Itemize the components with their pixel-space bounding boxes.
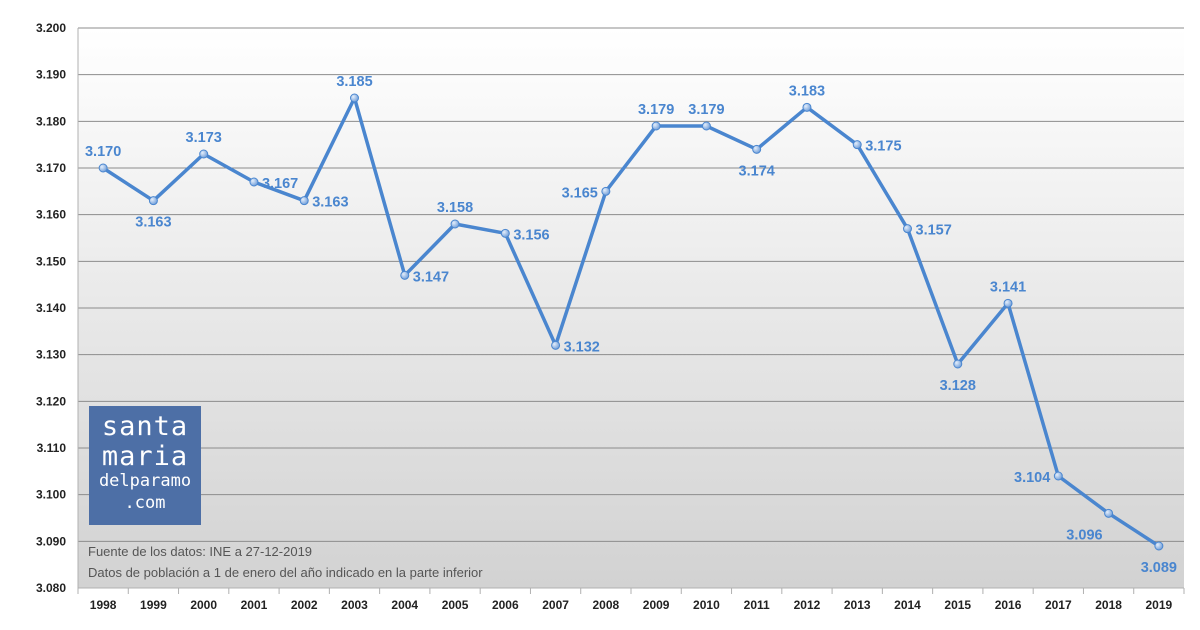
y-tick-label: 3.150	[36, 254, 66, 268]
x-tick-label: 2017	[1045, 598, 1072, 612]
y-tick-label: 3.100	[36, 488, 66, 502]
data-point	[1154, 541, 1164, 551]
y-tick-label: 3.140	[36, 301, 66, 315]
x-tick-label: 2001	[241, 598, 268, 612]
x-tick-label: 2010	[693, 598, 720, 612]
data-point	[953, 359, 963, 369]
x-tick-label: 1999	[140, 598, 167, 612]
data-label: 3.141	[990, 279, 1026, 295]
data-label: 3.163	[312, 195, 348, 211]
logo-line-santa: santa	[101, 411, 189, 442]
data-label: 3.175	[865, 139, 901, 155]
data-point	[752, 144, 762, 154]
data-point	[903, 224, 912, 234]
source-note: Fuente de los datos: INE a 27-12-2019	[88, 544, 312, 559]
x-tick-label: 2006	[492, 598, 519, 612]
data-point	[651, 121, 661, 131]
x-tick-label: 2016	[995, 598, 1022, 612]
data-label: 3.185	[336, 74, 372, 90]
data-labels: 3.170 3.163 3.173 3.167 3.163 3.185 3.147 3.158…	[85, 74, 1177, 576]
site-logo: santa maria delparamo .com	[89, 406, 201, 525]
y-tick-label: 3.160	[36, 208, 66, 222]
x-tick-label: 2018	[1095, 598, 1122, 612]
x-tick-label: 2004	[391, 598, 418, 612]
data-label: 3.170	[85, 144, 121, 160]
data-point	[1053, 471, 1063, 481]
data-point	[1104, 508, 1114, 518]
data-label: 3.163	[135, 215, 171, 231]
logo-line-com: .com	[124, 493, 166, 513]
data-point	[199, 149, 209, 159]
x-tick-label: 2014	[894, 598, 921, 612]
data-label: 3.179	[638, 102, 674, 118]
x-tick-label: 2013	[844, 598, 871, 612]
data-label: 3.104	[1014, 470, 1050, 486]
x-tick-label: 2019	[1146, 598, 1173, 612]
data-label: 3.179	[688, 102, 724, 118]
data-label: 3.096	[1066, 527, 1102, 543]
data-point	[802, 102, 812, 112]
data-label: 3.174	[739, 163, 775, 179]
x-tick-label: 1998	[90, 598, 117, 612]
x-tick-label: 2008	[593, 598, 620, 612]
population-note: Datos de población a 1 de enero del año …	[88, 565, 483, 580]
y-tick-label: 3.190	[36, 68, 66, 82]
data-label: 3.128	[940, 378, 976, 394]
data-point	[400, 270, 410, 280]
logo-line-delparamo: delparamo	[98, 471, 192, 491]
x-tick-label: 2005	[442, 598, 469, 612]
y-tick-label: 3.130	[36, 348, 66, 362]
gridlines	[77, 27, 1185, 594]
data-point	[701, 121, 711, 131]
data-label: 3.173	[186, 130, 222, 146]
x-tick-label: 2015	[944, 598, 971, 612]
data-label: 3.165	[562, 185, 598, 201]
data-point	[551, 340, 561, 350]
y-tick-label: 3.170	[36, 161, 66, 175]
data-point	[450, 219, 460, 229]
data-label: 3.158	[437, 200, 473, 216]
data-label: 3.183	[789, 83, 825, 99]
x-tick-label: 2000	[190, 598, 217, 612]
y-tick-label: 3.090	[36, 534, 66, 548]
data-point	[500, 228, 510, 238]
data-point	[601, 186, 611, 196]
x-tick-label: 2007	[542, 598, 569, 612]
data-label: 3.157	[916, 223, 952, 239]
data-point	[148, 196, 158, 206]
y-tick-label: 3.120	[36, 394, 66, 408]
x-tick-label: 2003	[341, 598, 368, 612]
data-label: 3.156	[513, 227, 549, 243]
data-label: 3.132	[564, 339, 600, 355]
data-label: 3.167	[262, 176, 298, 192]
y-axis-tick-labels: 3.080 3.090 3.100 3.110 3.120 3.130 3.140 3.150…	[36, 21, 66, 595]
y-tick-label: 3.200	[36, 21, 66, 35]
data-point	[350, 93, 359, 103]
data-point	[98, 163, 108, 173]
x-tick-label: 2012	[794, 598, 821, 612]
series-line	[102, 96, 1160, 548]
x-axis-tick-labels: 1998 1999 2000 2001 2002 2003 2004 2005 2006 2007…	[90, 598, 1173, 612]
y-tick-label: 3.180	[36, 114, 66, 128]
data-label: 3.147	[413, 269, 449, 285]
data-point	[299, 196, 309, 206]
x-tick-label: 2002	[291, 598, 318, 612]
data-point	[249, 177, 259, 187]
x-tick-label: 2011	[744, 598, 770, 612]
logo-line-maria: maria	[101, 441, 189, 472]
x-tick-label: 2009	[643, 598, 670, 612]
data-markers	[98, 93, 1164, 551]
y-tick-label: 3.110	[37, 441, 67, 455]
data-point	[852, 140, 862, 150]
y-tick-label: 3.080	[36, 581, 66, 595]
data-point	[1003, 298, 1013, 308]
data-label: 3.089	[1141, 560, 1177, 576]
